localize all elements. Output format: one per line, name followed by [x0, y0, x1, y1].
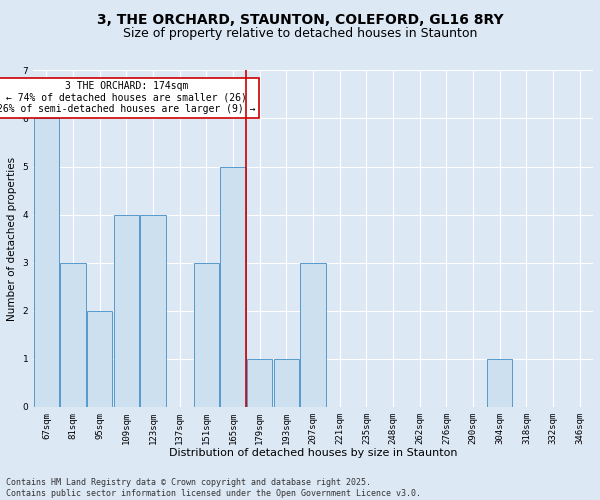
Bar	[301, 262, 326, 407]
Text: 3, THE ORCHARD, STAUNTON, COLEFORD, GL16 8RY: 3, THE ORCHARD, STAUNTON, COLEFORD, GL16…	[97, 12, 503, 26]
Bar	[247, 358, 272, 407]
X-axis label: Distribution of detached houses by size in Staunton: Distribution of detached houses by size …	[169, 448, 457, 458]
Bar	[114, 214, 139, 407]
Bar	[220, 166, 246, 407]
Bar	[194, 262, 219, 407]
Bar	[61, 262, 86, 407]
Bar	[87, 310, 112, 407]
Bar	[487, 358, 512, 407]
Text: 3 THE ORCHARD: 174sqm
← 74% of detached houses are smaller (26)
26% of semi-deta: 3 THE ORCHARD: 174sqm ← 74% of detached …	[0, 81, 256, 114]
Text: Size of property relative to detached houses in Staunton: Size of property relative to detached ho…	[123, 28, 477, 40]
Text: Contains HM Land Registry data © Crown copyright and database right 2025.
Contai: Contains HM Land Registry data © Crown c…	[6, 478, 421, 498]
Bar	[34, 118, 59, 407]
Y-axis label: Number of detached properties: Number of detached properties	[7, 156, 17, 320]
Bar	[274, 358, 299, 407]
Bar	[140, 214, 166, 407]
